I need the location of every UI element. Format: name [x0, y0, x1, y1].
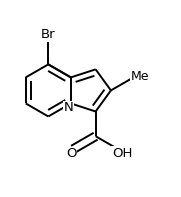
Text: OH: OH	[112, 147, 132, 160]
Text: N: N	[64, 101, 73, 114]
Text: Me: Me	[131, 70, 150, 83]
Text: O: O	[66, 147, 77, 160]
Text: Br: Br	[41, 28, 56, 41]
